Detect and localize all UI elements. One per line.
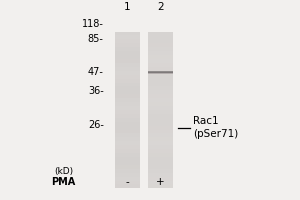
Bar [115, 59, 140, 63]
Bar [148, 43, 173, 47]
Bar [148, 102, 173, 106]
Bar [148, 39, 173, 43]
Text: 1: 1 [124, 2, 131, 12]
Bar [148, 35, 173, 39]
Bar [148, 32, 173, 35]
Bar [115, 165, 140, 169]
Bar [115, 130, 140, 133]
Bar [115, 86, 140, 90]
Bar [148, 145, 173, 149]
Bar [148, 72, 173, 73]
Bar [148, 118, 173, 122]
Bar [115, 126, 140, 130]
Bar [115, 153, 140, 157]
Bar [148, 169, 173, 173]
Bar [115, 177, 140, 181]
Bar [115, 161, 140, 165]
Bar [148, 106, 173, 110]
Text: 2: 2 [157, 2, 164, 12]
Bar [148, 137, 173, 141]
Bar [148, 177, 173, 181]
Text: 118-: 118- [82, 19, 104, 29]
Bar [148, 184, 173, 188]
Bar [148, 133, 173, 137]
Text: +: + [156, 177, 165, 187]
Bar [115, 32, 140, 35]
Bar [148, 71, 173, 72]
Bar [115, 141, 140, 145]
Bar [148, 181, 173, 184]
Text: (kD): (kD) [54, 167, 73, 176]
Bar [115, 122, 140, 126]
Bar [115, 102, 140, 106]
Bar [115, 169, 140, 173]
Bar [148, 153, 173, 157]
Bar [148, 161, 173, 165]
Bar [148, 126, 173, 130]
Text: 26-: 26- [88, 120, 104, 130]
Bar [148, 83, 173, 86]
Bar [148, 98, 173, 102]
Bar [148, 55, 173, 59]
Bar [148, 122, 173, 126]
Bar [115, 137, 140, 141]
Bar [148, 79, 173, 83]
Bar [115, 47, 140, 51]
Bar [148, 110, 173, 114]
Bar [148, 75, 173, 79]
Bar [115, 173, 140, 177]
Bar [148, 71, 173, 75]
Text: 85-: 85- [88, 34, 104, 44]
Bar [148, 51, 173, 55]
Bar [148, 157, 173, 161]
Bar [115, 79, 140, 83]
Text: 36-: 36- [88, 86, 104, 96]
Text: Rac1
(pSer71): Rac1 (pSer71) [193, 116, 239, 139]
Bar [115, 83, 140, 86]
Bar [115, 181, 140, 184]
Bar [148, 94, 173, 98]
Bar [115, 63, 140, 67]
Text: 47-: 47- [88, 67, 104, 77]
Bar [148, 90, 173, 94]
Bar [148, 86, 173, 90]
Bar [148, 173, 173, 177]
Bar [115, 106, 140, 110]
Bar [115, 145, 140, 149]
Bar [115, 114, 140, 118]
Bar [115, 110, 140, 114]
Bar [148, 130, 173, 133]
Bar [115, 184, 140, 188]
Bar [148, 165, 173, 169]
Bar [148, 141, 173, 145]
Text: -: - [126, 177, 130, 187]
Bar [148, 73, 173, 74]
Bar [115, 35, 140, 39]
Bar [115, 118, 140, 122]
Bar [115, 67, 140, 71]
Bar [115, 133, 140, 137]
Bar [115, 149, 140, 153]
Bar [115, 94, 140, 98]
Bar [115, 55, 140, 59]
Bar [115, 51, 140, 55]
Bar [148, 59, 173, 63]
Bar [115, 90, 140, 94]
Bar [115, 157, 140, 161]
Text: PMA: PMA [51, 177, 76, 187]
Bar [148, 67, 173, 71]
Bar [115, 71, 140, 75]
Bar [115, 98, 140, 102]
Bar [148, 63, 173, 67]
Bar [115, 39, 140, 43]
Bar [115, 75, 140, 79]
Bar [148, 149, 173, 153]
Bar [115, 43, 140, 47]
Bar [148, 114, 173, 118]
Bar [148, 47, 173, 51]
